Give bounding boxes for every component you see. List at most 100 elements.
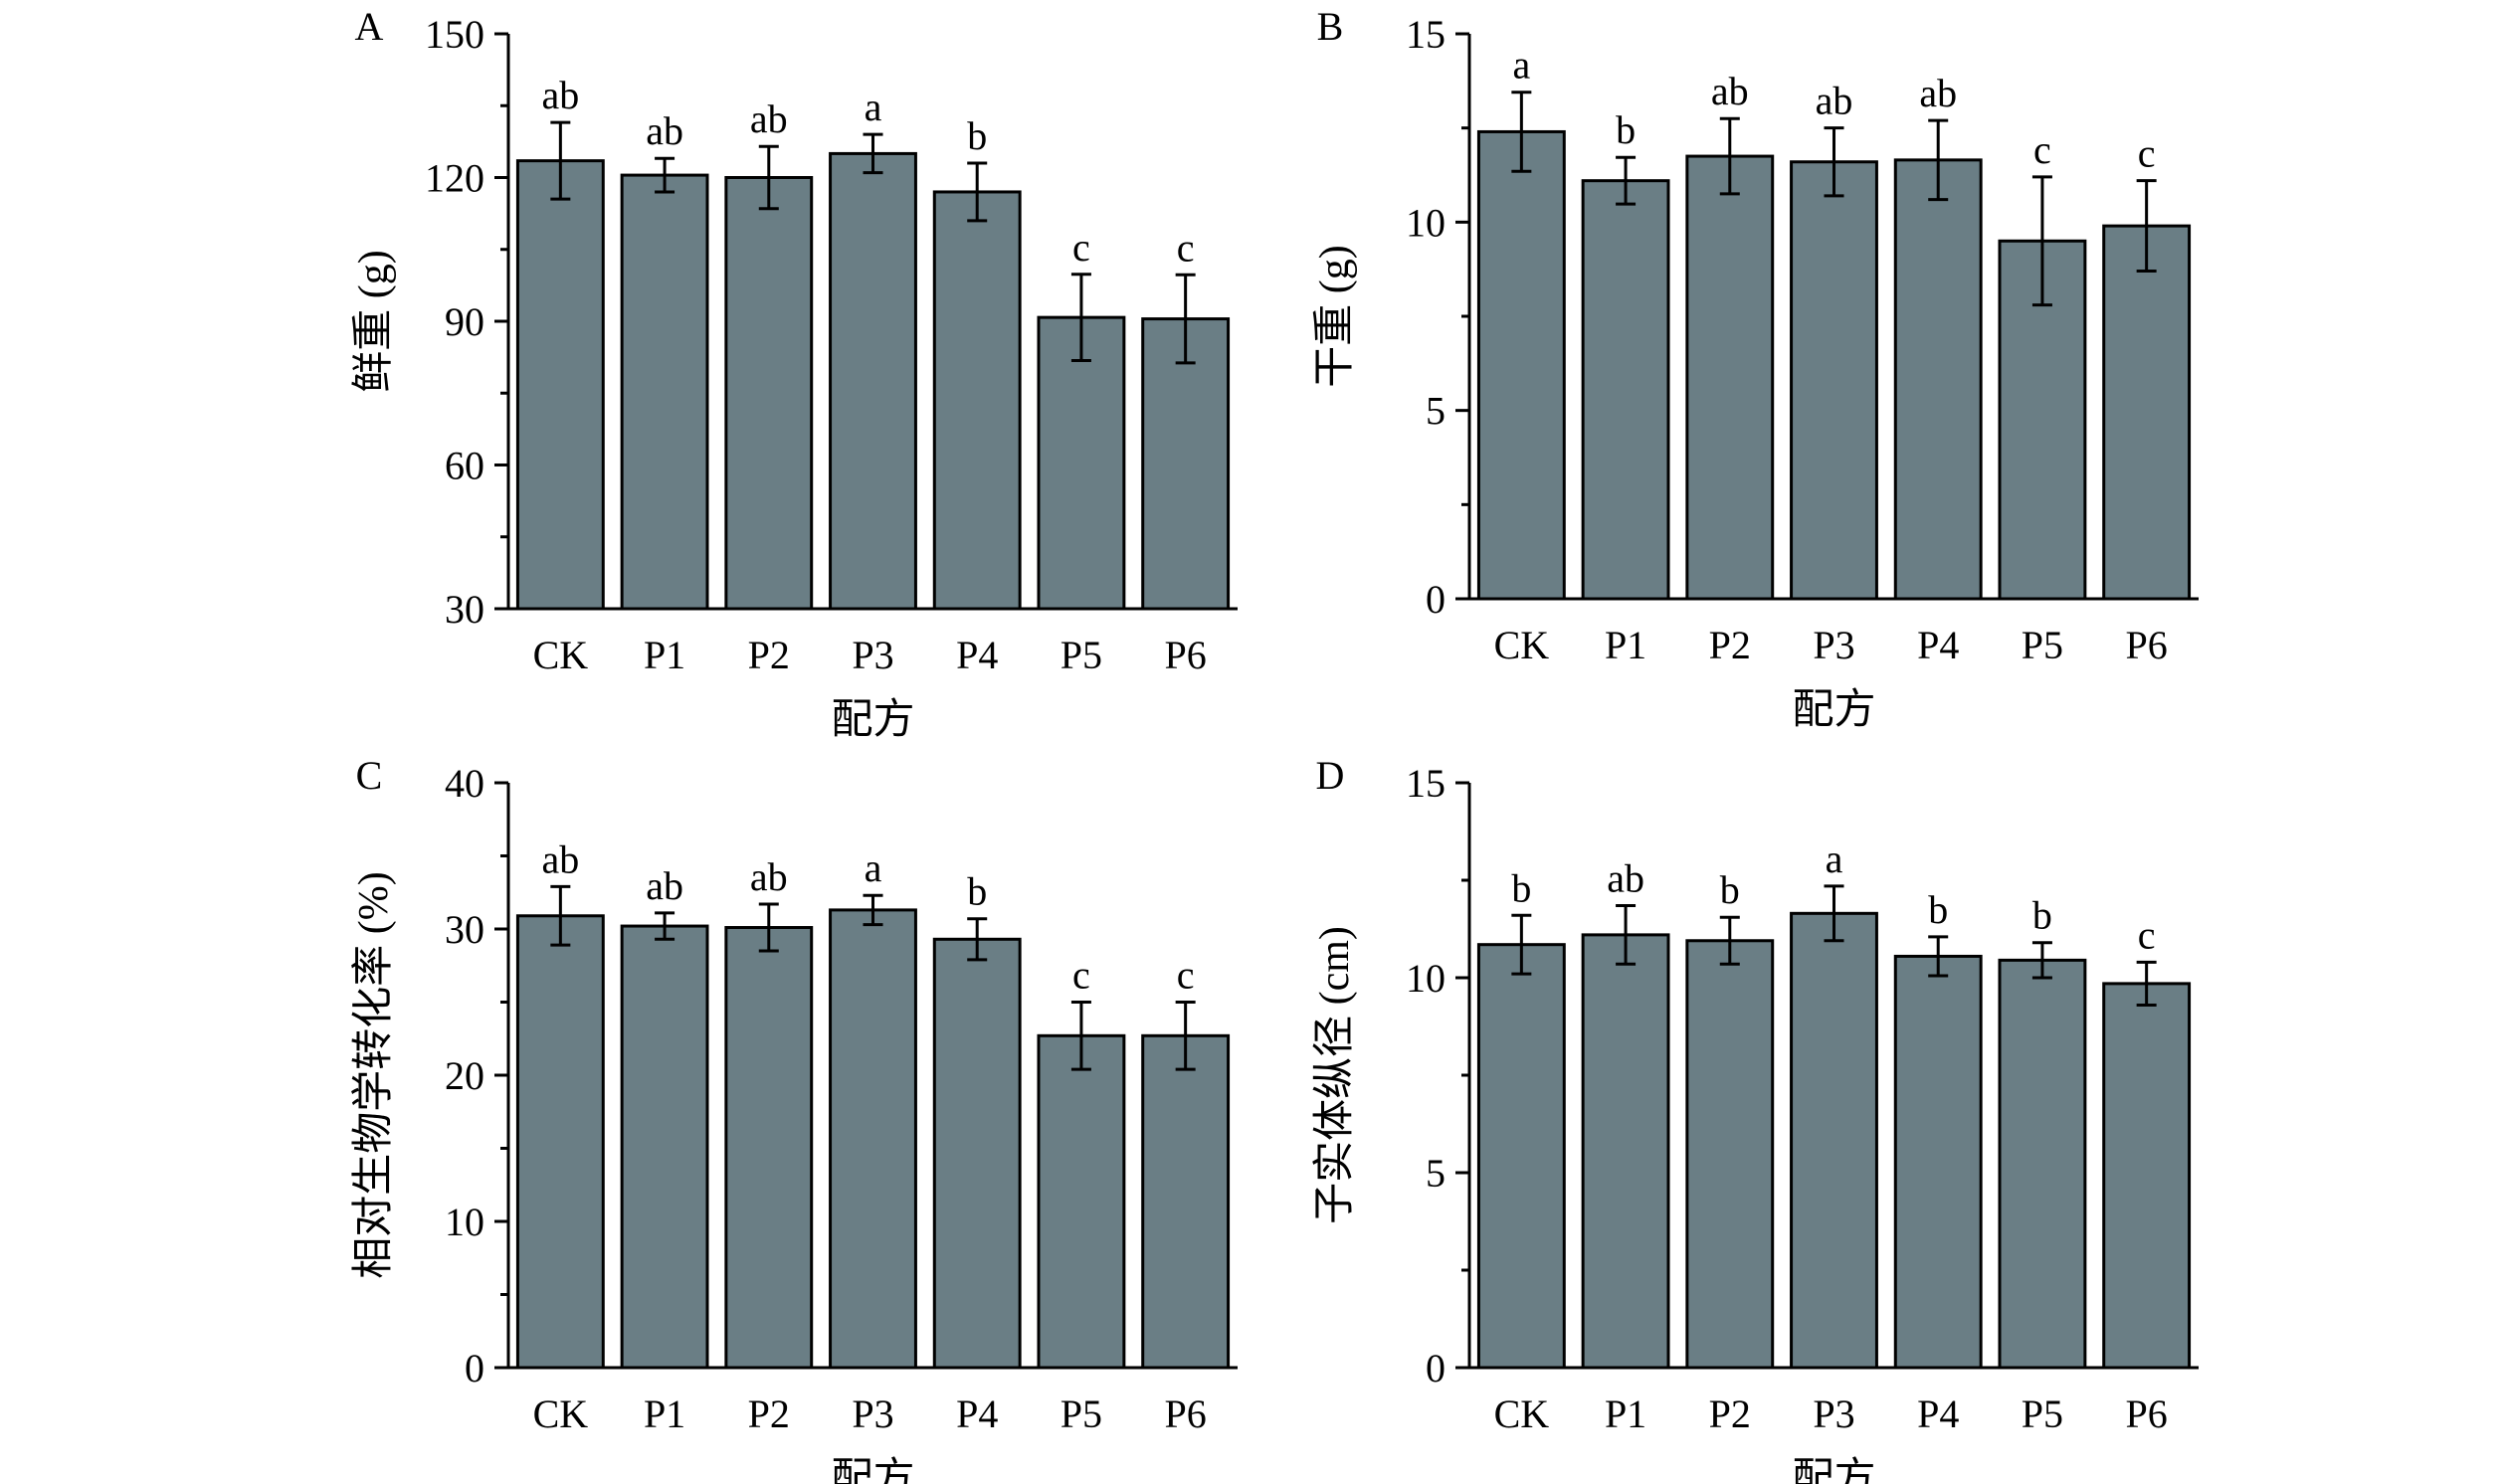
x-tick-label: P6 (1165, 633, 1207, 677)
x-tick-label: CK (533, 1391, 589, 1436)
x-tick-label: P6 (1165, 1391, 1207, 1436)
y-tick-label: 0 (1426, 577, 1446, 622)
x-tick-label: P3 (852, 633, 893, 677)
error-bar-p2 (758, 144, 779, 211)
bar-p1 (1581, 933, 1670, 1370)
significance-letter: c (2033, 127, 2051, 172)
panel-label: C (356, 753, 383, 798)
error-bar-p6 (1175, 273, 1196, 365)
y-axis-title: 鲜重 (g) (351, 250, 397, 392)
y-axis-title: 子实体纵径 (cm) (1311, 926, 1358, 1224)
bar-p2 (724, 176, 814, 611)
y-tick-label: 120 (425, 156, 484, 201)
significance-letter: b (967, 869, 987, 914)
x-tick-label: CK (533, 633, 589, 677)
significance-letter: a (865, 85, 882, 129)
panel-label: D (1316, 753, 1345, 798)
significance-letter: ab (646, 108, 683, 153)
bar-p2 (724, 926, 814, 1370)
y-tick-label: 60 (445, 444, 484, 488)
significance-letter: b (1511, 865, 1531, 910)
x-tick-label: P3 (1813, 1391, 1854, 1436)
x-tick-label: P2 (748, 1391, 790, 1436)
bar-p1 (620, 173, 709, 611)
error-bar-p3 (863, 132, 883, 175)
error-bar-p1 (655, 911, 675, 941)
bar-p4 (932, 190, 1022, 611)
error-bar-p3 (1824, 884, 1844, 943)
significance-letter: ab (541, 836, 579, 881)
significance-letter: ab (750, 96, 788, 141)
x-tick-label: P6 (2126, 623, 2168, 667)
error-bar-p2 (758, 902, 779, 953)
bar-p6 (2102, 224, 2192, 601)
bar-p3 (829, 908, 917, 1370)
significance-letter: ab (646, 863, 683, 908)
error-bar-p5 (2031, 175, 2052, 307)
y-tick-label: 40 (445, 761, 484, 806)
x-tick-label: P1 (1605, 1391, 1646, 1436)
significance-letter: ab (541, 73, 579, 117)
y-tick-label: 0 (465, 1346, 484, 1391)
bar-ck (515, 914, 605, 1370)
bar-p3 (829, 151, 917, 611)
bar-p4 (1893, 954, 1983, 1370)
panel-label: A (355, 4, 384, 49)
x-tick-label: P4 (956, 1391, 998, 1436)
error-bar-p5 (1070, 1001, 1091, 1071)
y-tick-label: 15 (1406, 761, 1446, 806)
y-tick-label: 10 (1406, 956, 1446, 1001)
x-tick-label: CK (1494, 623, 1550, 667)
x-tick-label: P1 (1605, 623, 1646, 667)
panel-label: B (1317, 4, 1344, 49)
bar-p3 (1790, 911, 1878, 1370)
y-tick-label: 30 (445, 907, 484, 952)
error-bar-ck (550, 884, 571, 947)
bar-ck (515, 159, 605, 611)
error-bar-p1 (1616, 903, 1637, 966)
error-bar-p6 (1175, 1001, 1196, 1071)
bar-p5 (1037, 315, 1126, 611)
bar-p6 (2102, 982, 2192, 1370)
significance-letter: ab (1816, 79, 1853, 123)
x-tick-label: P2 (1709, 1391, 1751, 1436)
error-bar-p1 (655, 156, 675, 194)
significance-letter: a (1512, 43, 1530, 88)
significance-letter: ab (750, 854, 788, 899)
y-tick-label: 150 (425, 12, 484, 57)
x-tick-label: P1 (644, 1391, 685, 1436)
significance-letter: c (1072, 953, 1090, 998)
error-bar-p5 (1070, 273, 1091, 362)
y-tick-label: 10 (1406, 200, 1446, 245)
error-bar-p3 (863, 893, 883, 927)
x-tick-label: P5 (2022, 1391, 2063, 1436)
x-axis-title: 配方 (1792, 1456, 1875, 1484)
significance-letter: b (2032, 893, 2052, 938)
x-tick-label: P3 (852, 1391, 893, 1436)
y-tick-label: 90 (445, 299, 484, 344)
significance-letter: a (865, 845, 882, 890)
y-axis-title: 干重 (g) (1312, 245, 1358, 387)
error-bar-p4 (1928, 935, 1949, 978)
x-tick-label: P2 (1709, 623, 1751, 667)
bar-p6 (1141, 1033, 1231, 1370)
y-tick-label: 5 (1426, 389, 1446, 434)
panel-d: b CK ab P1 b P2 a P3 b P4 b P5 c P6 0 5 10 15 D 配方 子实体纵径 (cm… (1311, 753, 2199, 1484)
x-tick-label: P6 (2126, 1391, 2168, 1436)
x-tick-label: P4 (1917, 623, 1959, 667)
error-bar-p2 (1719, 116, 1740, 196)
error-bar-p3 (1824, 126, 1844, 198)
y-tick-label: 10 (445, 1200, 484, 1244)
significance-letter: c (2138, 912, 2156, 957)
bar-ck (1476, 129, 1566, 601)
bar-p1 (1581, 179, 1670, 601)
y-tick-label: 20 (445, 1053, 484, 1098)
bar-ck (1476, 943, 1566, 1370)
x-axis-title: 配方 (831, 1456, 914, 1484)
error-bar-ck (1511, 913, 1532, 976)
x-tick-label: P3 (1813, 623, 1854, 667)
error-bar-p5 (2031, 941, 2052, 980)
significance-letter: c (2138, 131, 2156, 176)
x-axis-title: 配方 (1792, 687, 1875, 733)
